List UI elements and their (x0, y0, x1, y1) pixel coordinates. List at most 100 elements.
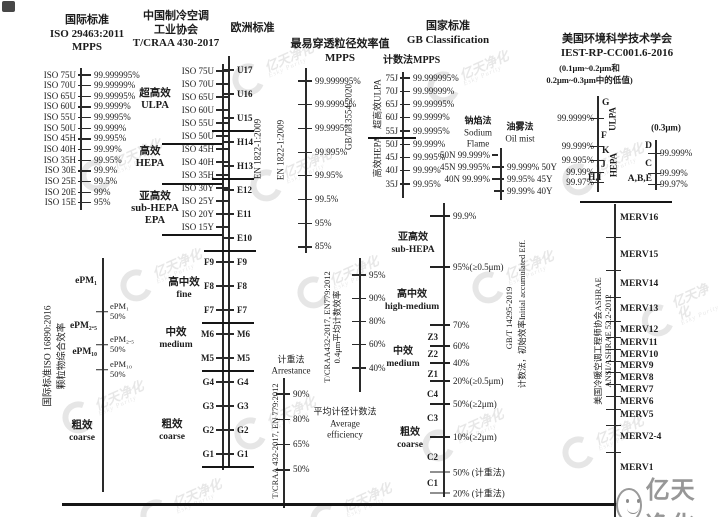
gbt14295-rotated-label: GB/T 14295-2019 (503, 286, 514, 350)
gb-tick: 60% (430, 341, 470, 351)
epm25-label: ePM₂.₅ (69, 321, 97, 331)
scale-row: F7 (158, 305, 228, 315)
efficiency-value: 80% (369, 316, 386, 326)
iso-class-label: ISO 70U (181, 78, 214, 89)
scale-row: F9 (158, 257, 228, 267)
iso-class-label: ISO 40H (43, 144, 76, 155)
scale-row: ISO 75U (158, 66, 228, 76)
efficiency-value: 65% (293, 439, 310, 450)
efficiency-value: 99.99999% (413, 85, 455, 96)
gb-class-label: 70J (385, 85, 398, 96)
iso-class-label: ISO 30E (44, 165, 76, 176)
efficiency-value: 99.9999% (557, 113, 594, 123)
tick-mark (222, 189, 234, 191)
tick-mark (298, 104, 312, 106)
iso16890-coarse-label: 粗效 coarse (69, 420, 95, 443)
iso-class-label: ISO 60U (181, 104, 214, 115)
gb-class-label: Z1 (427, 369, 438, 379)
scale-row: F7 (222, 305, 282, 315)
iso-class-label: ISO 40H (181, 156, 214, 167)
tick-mark (78, 170, 91, 172)
merv-class-label: MERV1 (620, 463, 654, 473)
avg-eff-caption-en: efficiency (327, 429, 363, 440)
merv-class-label: MERV9 (620, 361, 654, 371)
scale-row: ISO 60U (158, 105, 228, 115)
tick-mark (216, 148, 228, 150)
header-line: ISO 29463:2011 (49, 27, 125, 40)
scale-row: ISO 15Y (158, 222, 228, 232)
efficiency-value: 99.99995% (315, 99, 357, 110)
iest-scale2-header: (0.3μm) (651, 122, 681, 133)
filter-class-label: G4 (237, 376, 249, 387)
gb-class-label: Z2 (427, 349, 438, 359)
scale-row: 50N 99.999% (434, 150, 498, 160)
scale-row: ISO 50U 99.999% (0, 123, 160, 133)
scale-row: 99.999% 50Y (494, 162, 557, 172)
scale-row: ISO 75U 99.999995% (0, 70, 160, 80)
scale-row: ISO 65U 99.99995% (0, 91, 160, 101)
avg-eff-ticks: 95% 90% 80% 60% 40% (352, 270, 386, 373)
tick-mark (352, 274, 366, 276)
efficiency-value: 99.9% (94, 165, 118, 176)
scale-row: M6 (158, 329, 228, 339)
epm1-tick: ePM₁ 50% (96, 301, 129, 322)
header-line: 美国环境科学技术学会 (562, 33, 672, 45)
iso-class-label: ISO 65U (43, 90, 76, 101)
smiley-face-icon (616, 488, 642, 517)
tick-mark (430, 471, 450, 473)
header-line: 国家标准 (426, 20, 470, 32)
filter-class-label: E10 (237, 232, 253, 243)
tick-mark (222, 309, 234, 311)
tick-mark (276, 444, 290, 446)
efficiency-value: 99.5% (94, 176, 118, 187)
scale-row: 95% (298, 218, 361, 228)
tick-mark (222, 237, 234, 239)
tick-mark (222, 357, 234, 359)
tick-mark (78, 74, 91, 76)
efficiency-value: 99.9995% (315, 122, 352, 133)
gb-tick: 70% (430, 320, 470, 330)
filter-class-label: G3 (202, 400, 214, 411)
scale-row: E12 (222, 185, 282, 195)
tick-mark (222, 93, 234, 95)
tick-mark (590, 182, 604, 184)
tick-mark (298, 246, 312, 248)
scale-row: U15 (222, 113, 282, 123)
scale-row: 99.999995% (298, 76, 361, 86)
tick-mark (216, 200, 228, 202)
arrestance-label-en: Arrestance (271, 365, 311, 376)
coarse-category-label: 粗效 coarse (159, 419, 185, 442)
tick-mark (298, 222, 312, 224)
iest-ulpa-rotated-label: ULPA (607, 107, 618, 131)
tick-mark (298, 175, 312, 177)
header-line: IEST-RP-CC001.6-2016 (560, 46, 674, 59)
merv-class-label: MERV15 (620, 250, 659, 260)
epm1-label: ePM₁ (75, 276, 97, 286)
scale-row: 99.99995% (298, 100, 361, 110)
iest-type-letter: H,I (588, 173, 602, 183)
tick-mark (648, 173, 661, 175)
header-line: 最易穿透粒径效率值 (290, 38, 390, 50)
oilmist-value: 99.999% 50Y (507, 161, 557, 172)
class-boundary-line (212, 178, 254, 180)
tick-mark (430, 362, 450, 364)
tick-mark (222, 261, 234, 263)
scale-row: ISO 50U (158, 131, 228, 141)
iest-type-letter: K (602, 146, 610, 156)
class-boundary-line (162, 183, 222, 185)
sodium-scale: 50N 99.999% 45N 99.995% 40N 99.99% (434, 150, 498, 184)
efficiency-value: 99.999995% (413, 72, 459, 83)
tick-mark (492, 154, 498, 156)
craa-header: 中国制冷空调 工业协会 T/CRAA 430-2017 (116, 10, 236, 51)
iso29463-header: 国际标准 ISO 29463:2011 MPPS (27, 14, 147, 55)
tick-mark (352, 320, 366, 323)
gb-class-label: 50J (385, 138, 398, 149)
tick-mark (430, 266, 450, 268)
efficiency-value: 99.9995% (94, 112, 131, 123)
efficiency-value: 80% (293, 413, 310, 424)
gb-tick: 20% (计重法) (430, 487, 505, 500)
scale-row: 40J 99.99% (358, 166, 468, 176)
tick-mark (216, 109, 228, 111)
tick-mark (590, 146, 604, 148)
class-boundary-line (202, 322, 254, 324)
